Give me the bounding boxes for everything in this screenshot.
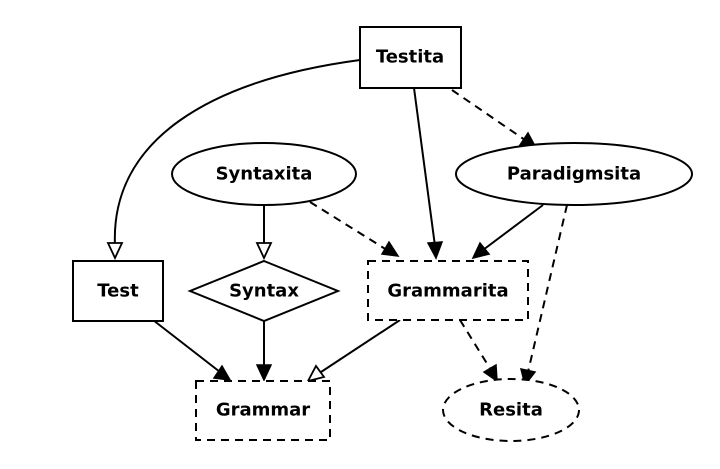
node-grammarita-label: Grammarita [387, 281, 508, 302]
node-syntax: Syntax [187, 259, 341, 323]
node-grammar: Grammar [195, 380, 331, 441]
node-paradigmsita-label: Paradigmsita [507, 164, 641, 185]
node-paradigmsita: Paradigmsita [455, 142, 693, 206]
node-grammar-label: Grammar [216, 400, 310, 421]
edge-testita-to-grammarita [413, 87, 444, 260]
edge-testita-to-paradigmsita [451, 89, 538, 150]
node-testita-label: Testita [376, 47, 444, 68]
node-resita: Resita [442, 378, 580, 442]
node-grammarita: Grammarita [367, 260, 529, 321]
edge-test-to-grammar [152, 319, 232, 381]
edge-grammarita-to-resita [459, 319, 498, 383]
edge-paradigmsita-to-grammarita [471, 204, 544, 260]
edges [106, 59, 568, 387]
node-resita-label: Resita [479, 400, 543, 421]
node-syntaxita-label: Syntaxita [216, 164, 313, 185]
edge-grammarita-to-grammar [306, 319, 401, 383]
edge-syntaxita-to-syntax [255, 205, 273, 261]
edge-syntax-to-grammar [255, 321, 273, 382]
node-syntax-label: Syntax [229, 281, 299, 302]
node-test: Test [72, 260, 164, 322]
node-test-label: Test [97, 281, 139, 302]
node-testita: Testita [359, 26, 462, 89]
edge-testita-to-test [106, 59, 361, 261]
edge-syntaxita-to-grammarita [309, 201, 400, 257]
node-syntaxita: Syntaxita [171, 142, 357, 206]
